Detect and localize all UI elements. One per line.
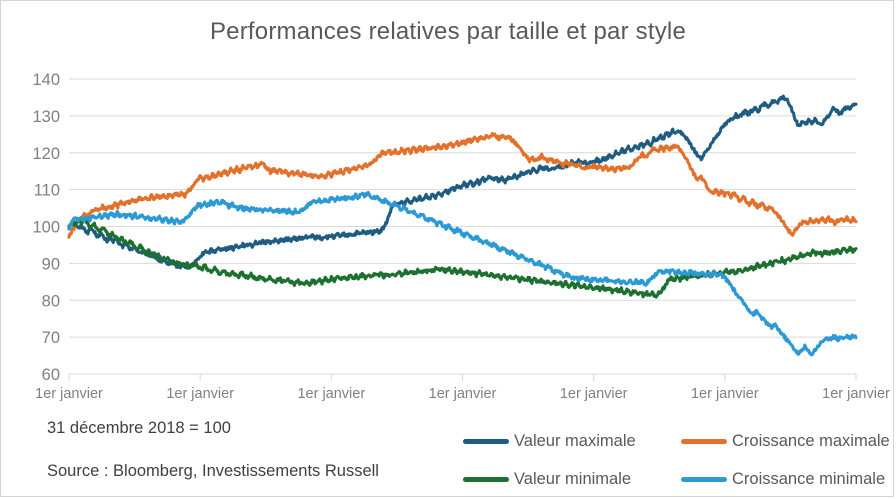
chart-title: Performances relatives par taille et par…: [209, 18, 687, 45]
legend-label-valeur-maximale: Valeur maximale: [514, 431, 636, 450]
y-tick-label: 120: [32, 145, 60, 163]
legend-swatch-icon-valeur-minimale: [463, 476, 509, 482]
series-line-croissance-maximale: [67, 132, 858, 239]
legend-item-valeur-maximale[interactable]: Valeur maximale: [463, 432, 681, 451]
legend-item-croissance-minimale[interactable]: Croissance minimale: [681, 470, 896, 489]
legend-label-valeur-minimale: Valeur minimale: [514, 469, 632, 488]
y-tick-label: 130: [32, 108, 60, 126]
legend-label-croissance-maximale: Croissance maximale: [732, 431, 890, 450]
y-tick-label: 80: [42, 292, 60, 310]
legend-swatch-icon-croissance-maximale: [681, 438, 727, 444]
y-tick-label: 90: [42, 255, 60, 273]
series-line-valeur-minimale: [67, 217, 858, 299]
x-tick-label-month: 1er janvier: [691, 386, 759, 401]
x-tick-label-month: 1er janvier: [560, 386, 628, 401]
y-tick-label: 70: [42, 329, 60, 347]
y-tick-label: 140: [32, 71, 60, 89]
chart-legend: Valeur maximale Croissance maximale Vale…: [463, 422, 890, 498]
x-axis-tick-marks: [68, 374, 857, 381]
x-tick-label-month: 1er janvier: [297, 386, 365, 401]
y-tick-label: 100: [32, 219, 60, 237]
series-line-valeur-maximale: [67, 94, 858, 270]
x-tick-label-month: 1er janvier: [429, 386, 497, 401]
x-tick-label-month: 1er janvier: [35, 386, 103, 401]
x-axis-tick-labels: 1er janvier20191er janvier20201er janvie…: [35, 386, 890, 401]
baseline-note: 31 décembre 2018 = 100: [47, 419, 231, 437]
y-tick-label: 110: [34, 182, 60, 200]
y-axis-tick-labels: 60 70 80 90 100 110 120 130 140: [32, 71, 60, 384]
x-tick-label-month: 1er janvier: [822, 386, 890, 401]
legend-item-croissance-maximale[interactable]: Croissance maximale: [681, 432, 896, 451]
gridlines-group: [69, 78, 856, 375]
series-line-croissance-minimale: [67, 190, 858, 357]
source-note: Source : Bloomberg, Investissements Russ…: [47, 462, 379, 480]
x-tick-label-month: 1er janvier: [166, 386, 234, 401]
legend-swatch-icon-valeur-maximale: [463, 438, 509, 444]
footnotes: 31 décembre 2018 = 100 Source : Bloomber…: [47, 419, 447, 481]
legend-item-valeur-minimale[interactable]: Valeur minimale: [463, 470, 681, 489]
y-tick-label: 60: [42, 366, 60, 384]
chart-plot-area: 60 70 80 90 100 110 120 130 140 1er janvier20191…: [32, 71, 890, 401]
legend-label-croissance-minimale: Croissance minimale: [732, 469, 886, 488]
data-series-group: [67, 94, 858, 357]
legend-swatch-icon-croissance-minimale: [681, 476, 727, 482]
